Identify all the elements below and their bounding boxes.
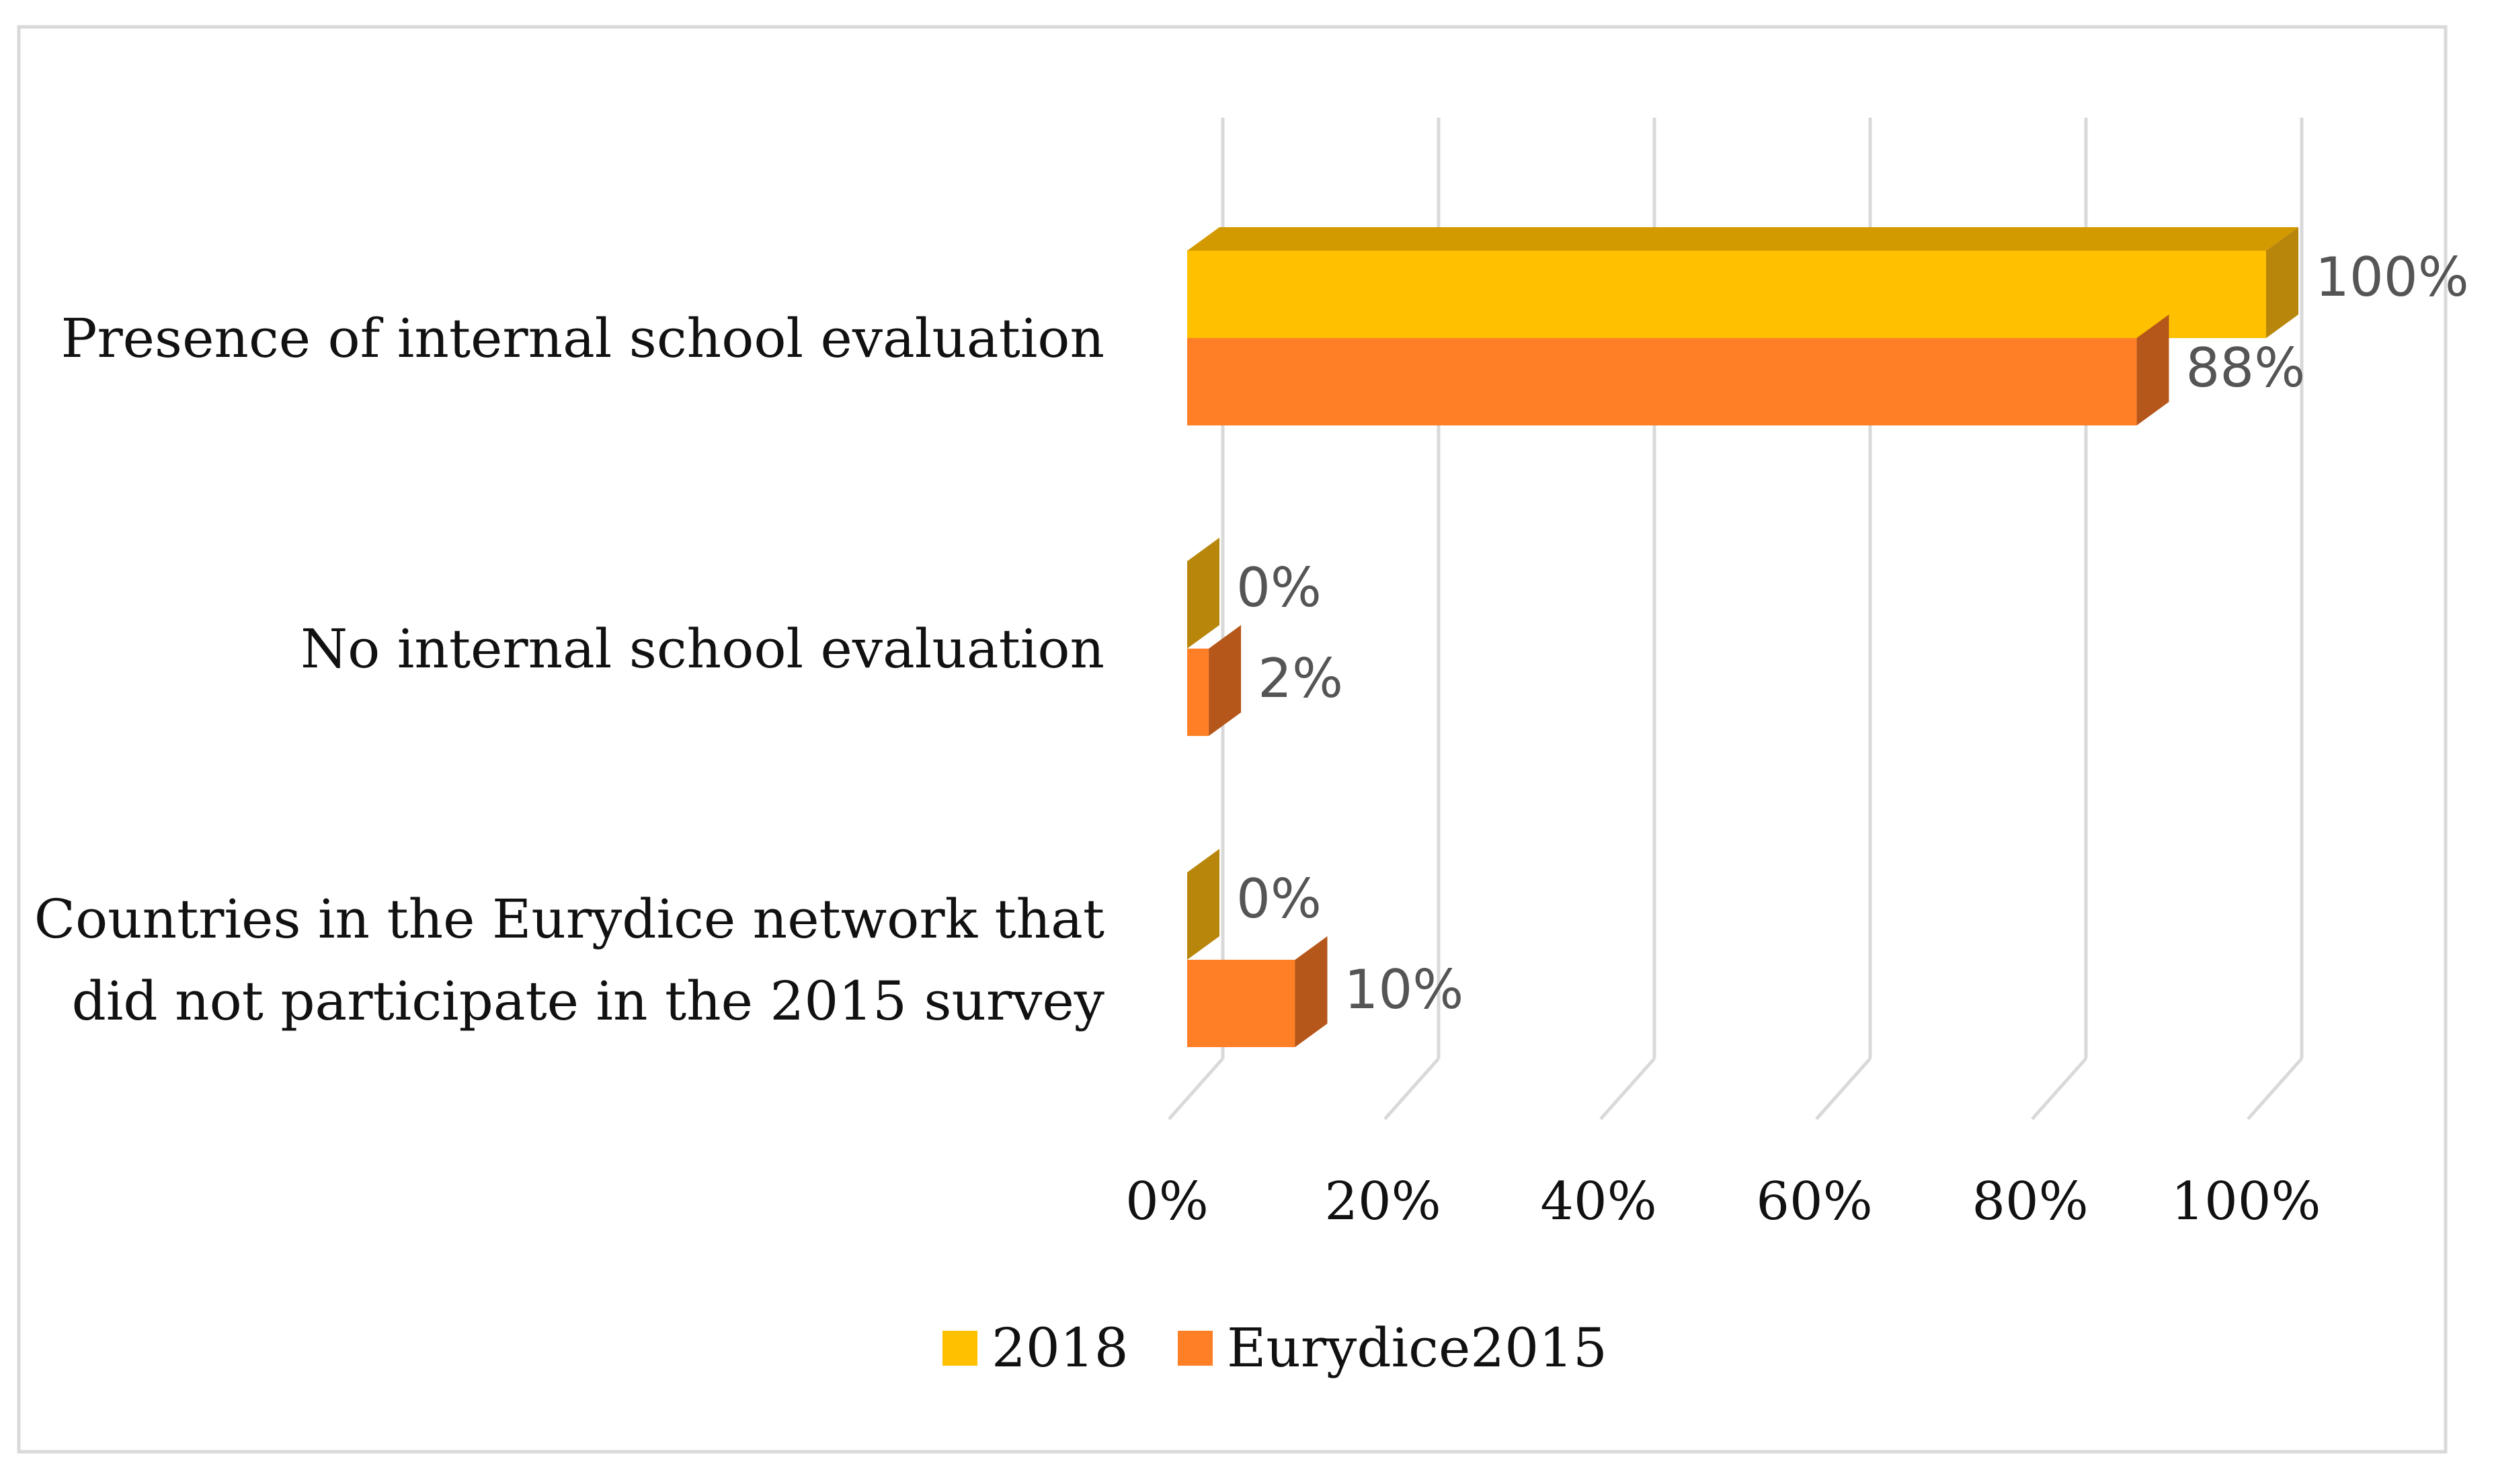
data-label-2018-2: 0% xyxy=(1236,556,1322,619)
category-label-2: No internal school evaluation xyxy=(300,618,1104,680)
category-label-3-line-1: Countries in the Eurydice network that xyxy=(34,888,1104,950)
bar-2018-2 xyxy=(1187,538,1219,649)
legend: 2018 Eurydice2015 xyxy=(942,1317,1607,1379)
bar-eurydice2015-3-side xyxy=(1295,936,1328,1047)
data-label-2018-1: 100% xyxy=(2315,246,2469,308)
gridline-floor xyxy=(1383,1057,1440,1120)
x-tick-label: 40% xyxy=(1540,1171,1656,1232)
gridline-floor xyxy=(1168,1057,1224,1120)
data-labels: 100%88% 0% 2% 0% 10% xyxy=(1236,246,2469,1021)
data-label-eurydice2015-3: 10% xyxy=(1344,958,1464,1021)
x-tick-label: 80% xyxy=(1972,1171,2088,1232)
x-axis-ticks: 0% 20% 40% 60% 80% 100% xyxy=(1125,1171,2321,1232)
legend-swatch-2018 xyxy=(942,1331,977,1366)
legend-label-2018: 2018 xyxy=(992,1317,1129,1379)
bar-eurydice2015-2 xyxy=(1187,625,1242,736)
bar-2018-1-top xyxy=(1187,227,2298,251)
gridline-floor xyxy=(2247,1057,2303,1120)
data-label-eurydice2015-2: 2% xyxy=(1258,647,1343,710)
x-tick-label: 60% xyxy=(1756,1171,1872,1232)
bar-2018-1 xyxy=(1187,227,2298,338)
bar-eurydice2015-2-side xyxy=(1209,625,1242,736)
bar-eurydice2015-1-side xyxy=(2136,315,2169,425)
category-label-1: Presence of internal school evaluation xyxy=(61,307,1104,370)
bar-eurydice2015-3-front xyxy=(1187,960,1295,1047)
data-label-2018-3: 0% xyxy=(1236,868,1322,930)
bar-2018-1-side xyxy=(2266,227,2298,338)
gridline-floor xyxy=(1599,1057,1656,1120)
bar-eurydice2015-1 xyxy=(1187,315,2169,425)
bar-2018-2-side xyxy=(1187,538,1219,649)
category-label-3-line-2: did not participate in the 2015 survey xyxy=(72,970,1104,1032)
bar-2018-3 xyxy=(1187,849,1219,960)
bar-eurydice2015-2-front xyxy=(1187,649,1209,736)
gridline-floor xyxy=(2031,1057,2087,1120)
legend-swatch-eurydice2015 xyxy=(1178,1331,1213,1366)
bar-eurydice2015-1-front xyxy=(1187,338,2137,425)
bars xyxy=(1187,227,2298,1047)
bar-eurydice2015-3 xyxy=(1187,936,1328,1047)
gridline-floor xyxy=(1815,1057,1872,1120)
x-tick-label: 100% xyxy=(2171,1171,2321,1232)
data-label-eurydice2015-1: 88% xyxy=(2185,337,2305,399)
bar-2018-3-side xyxy=(1187,849,1219,960)
x-tick-label: 20% xyxy=(1324,1171,1441,1232)
legend-label-eurydice2015: Eurydice2015 xyxy=(1227,1317,1607,1379)
bar-2018-1-front xyxy=(1187,251,2266,338)
category-labels: Presence of internal school evaluation No… xyxy=(34,307,1104,1032)
x-tick-label: 0% xyxy=(1125,1171,1209,1232)
